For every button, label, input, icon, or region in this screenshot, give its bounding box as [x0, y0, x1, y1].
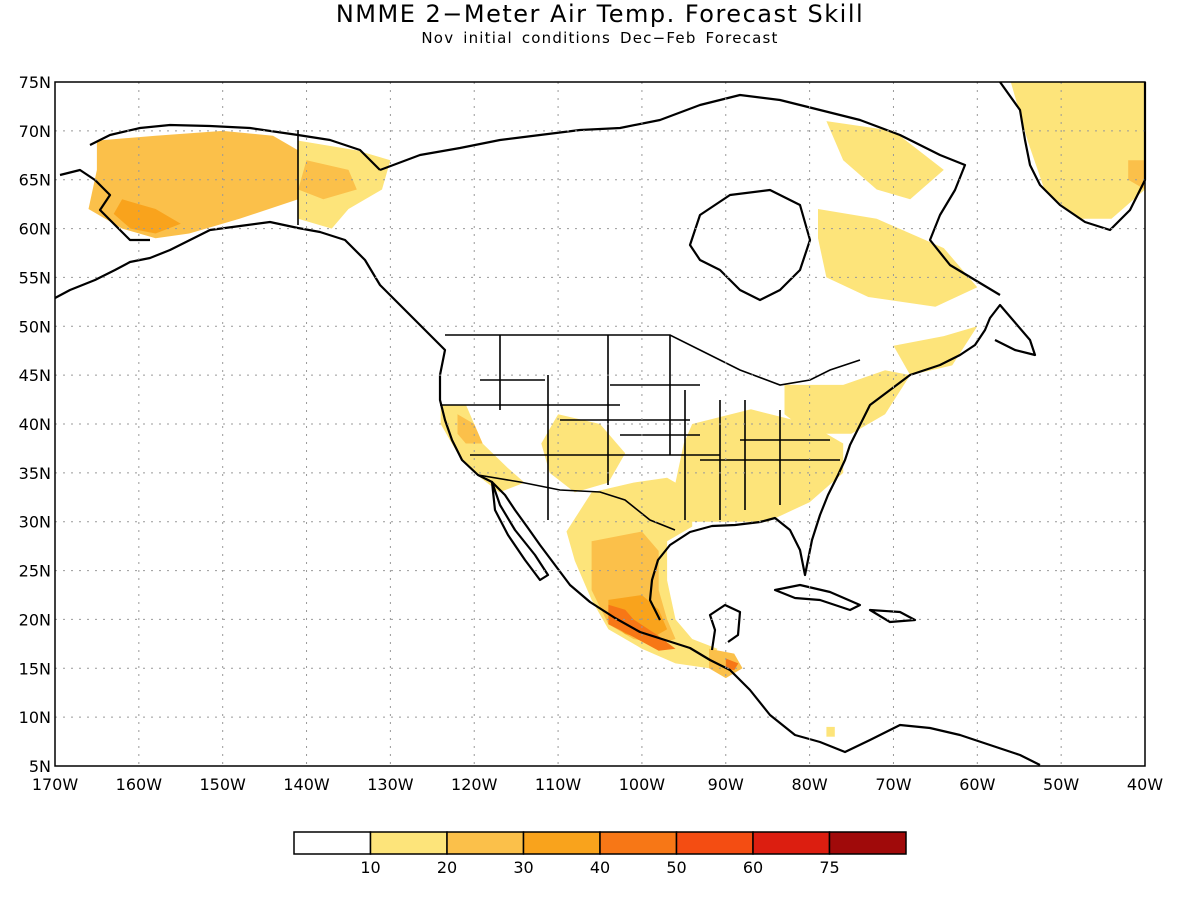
skill-region-ohio-valley-south	[675, 409, 844, 522]
colorbar-label: 50	[666, 858, 686, 877]
colorbar-label: 75	[819, 858, 839, 877]
lon-label: 140W	[283, 775, 330, 794]
colorbar-swatch	[828, 831, 907, 855]
map-frame	[54, 81, 1146, 767]
lat-label: 5N	[29, 757, 51, 776]
us-mexico-border	[477, 474, 676, 531]
lat-label: 35N	[19, 464, 51, 483]
colorbar: 10 20 30 40 50 60 75	[293, 831, 907, 877]
colorbar-swatch	[522, 831, 601, 855]
coastline-cuba	[773, 583, 862, 612]
longitude-labels: 170W 160W 150W 140W 130W 120W 110W 100W 90W 80W 70…	[32, 775, 1163, 794]
skill-region-four-corners	[541, 414, 626, 493]
coastline-arctic	[379, 93, 1001, 296]
lon-label: 40W	[1127, 775, 1163, 794]
skill-region-panama	[826, 726, 835, 737]
lat-label: 75N	[19, 73, 51, 92]
coastline-hispaniola	[868, 608, 917, 624]
colorbar-label: 30	[513, 858, 533, 877]
lon-label: 80W	[792, 775, 828, 794]
skill-region-maritimes	[893, 326, 978, 376]
colorbar-swatch	[675, 831, 754, 855]
map-title: NMME 2−Meter Air Temp. Forecast Skill	[335, 0, 865, 28]
skill-region-california	[440, 404, 525, 493]
lat-label: 50N	[19, 317, 51, 336]
lon-label: 130W	[367, 775, 414, 794]
lon-label: 90W	[708, 775, 744, 794]
skill-region-quebec-labrador	[818, 209, 978, 307]
lat-label: 40N	[19, 415, 51, 434]
coastline-greenland	[999, 81, 1147, 232]
lat-label: 55N	[19, 268, 51, 287]
skill-region-baffin	[826, 121, 944, 200]
lon-label: 60W	[959, 775, 995, 794]
lon-label: 120W	[451, 775, 498, 794]
coastline-alaska	[59, 123, 381, 242]
lon-label: 110W	[535, 775, 582, 794]
skill-region-northeast-us	[784, 370, 911, 434]
lon-label: 50W	[1043, 775, 1079, 794]
lon-label: 170W	[32, 775, 79, 794]
lat-label: 60N	[19, 220, 51, 239]
skill-region-honduras	[725, 658, 739, 671]
lat-label: 65N	[19, 171, 51, 190]
lat-label: 25N	[19, 562, 51, 581]
skill-region-greenland	[1010, 82, 1145, 219]
coastline-baja	[490, 480, 550, 582]
state-border-layer	[297, 130, 861, 531]
lat-label: 20N	[19, 610, 51, 629]
colorbar-swatch	[446, 831, 525, 855]
colorbar-label: 60	[743, 858, 763, 877]
lat-label: 10N	[19, 708, 51, 727]
colorbar-label: 10	[360, 858, 380, 877]
skill-region-alaska-core	[113, 199, 181, 234]
lon-label: 100W	[619, 775, 666, 794]
colorbar-label: 20	[437, 858, 457, 877]
colorbar-swatch	[599, 831, 678, 855]
coastline-gulf	[648, 303, 1037, 651]
us-state-lines	[440, 335, 840, 520]
gridline-layer	[55, 82, 1145, 766]
lon-label: 70W	[875, 775, 911, 794]
coastline-north-america	[54, 220, 1041, 766]
colorbar-swatch	[369, 831, 448, 855]
skill-region-greenland-core	[1128, 160, 1145, 190]
map-subtitle: Nov initial conditions Dec−Feb Forecast	[421, 29, 779, 47]
latitude-labels: 75N 70N 65N 60N 55N 50N 45N 40N 35N 30N 25N 20N 15N 1…	[19, 73, 51, 776]
lat-label: 15N	[19, 659, 51, 678]
us-canada-border	[445, 334, 861, 386]
colorbar-swatch	[293, 831, 372, 855]
colorbar-swatch	[752, 831, 831, 855]
skill-region-california-core	[457, 414, 483, 444]
skill-fill-layer	[88, 82, 1145, 737]
lon-label: 150W	[200, 775, 247, 794]
colorbar-label: 40	[590, 858, 610, 877]
coastline-hudson-bay	[688, 188, 812, 302]
lon-label: 160W	[116, 775, 163, 794]
lat-label: 30N	[19, 513, 51, 532]
skill-region-central-america	[709, 648, 743, 679]
coastline-layer	[54, 81, 1147, 766]
lat-label: 70N	[19, 122, 51, 141]
lat-label: 45N	[19, 366, 51, 385]
